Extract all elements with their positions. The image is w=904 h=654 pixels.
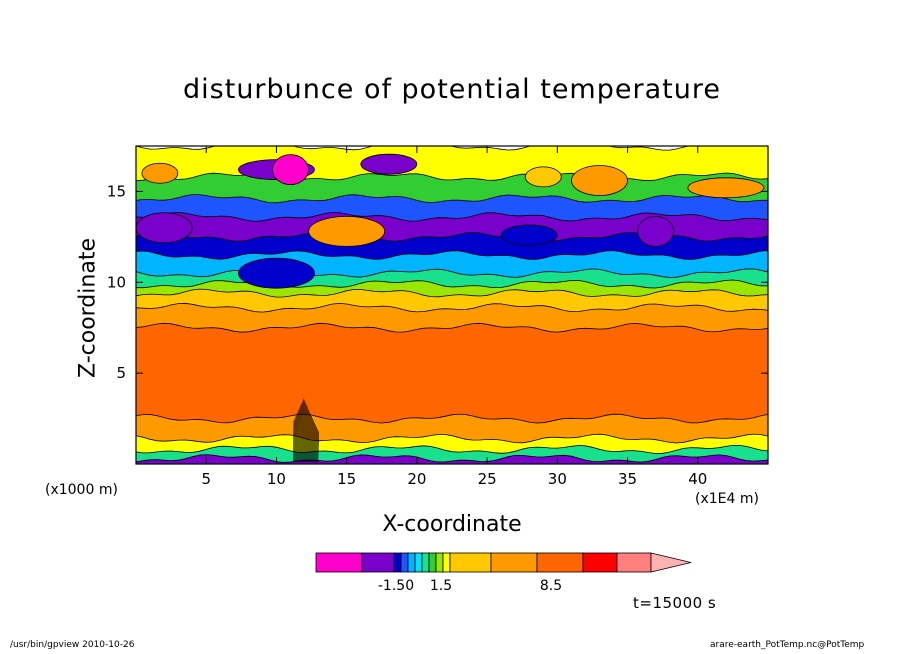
contour-blob [571,165,628,196]
contour-blob [136,212,193,244]
x-scale-label: (x1E4 m) [695,491,759,507]
turbulence-line [305,405,308,463]
colorbar-cell [407,552,416,573]
colorbar-label: -1.50 [378,578,414,594]
x-tick-label: 30 [548,470,567,488]
contour-blob [141,162,179,184]
turbulence-line [294,416,297,463]
colorbar-cell [616,552,652,573]
colorbar-cell [582,552,618,573]
turbulence-line [302,398,305,463]
turbulence-line [314,424,316,463]
colorbar-label: 8.5 [540,578,562,594]
contour-band [136,445,768,464]
colorbar-cell [400,552,409,573]
x-tick-label: 25 [478,470,497,488]
turbulence-line [311,418,313,463]
x-unit-label: (x1000 m) [45,482,118,498]
turbulence-line [292,420,295,463]
contour-blob [272,154,309,186]
turbulence-line [310,416,312,463]
chart-title: disturbunce of potential temperature [183,74,721,105]
colorbar-cell [442,552,451,573]
contour-blob [500,224,558,246]
y-tick-label: 5 [116,364,126,382]
colorbar-cell [414,552,423,573]
x-tick-label: 40 [688,470,707,488]
colorbar-cell [361,552,395,573]
y-axis-label: Z-coordinate [75,238,101,378]
turbulence-line [301,400,304,463]
x-tick-label: 20 [407,470,426,488]
colorbar-label: 1.5 [430,578,452,594]
colorbar-cell [393,552,402,573]
contour-blob [637,216,675,247]
x-tick-label: 15 [337,470,356,488]
contour-blob [238,257,315,289]
plot-frame [135,145,769,465]
turbulence-line [306,407,309,463]
turbulence-line [317,431,319,463]
contour-blob [360,153,418,175]
contour-blob [524,166,562,188]
turbulence-line [293,418,296,463]
turbulence-line [299,405,302,463]
colorbar-cell [428,552,437,573]
colorbar: -1.50 1.5 8.5 [315,552,692,594]
x-tick-label: 10 [267,470,286,488]
x-tick-label: 35 [618,470,637,488]
colorbar-cell [536,552,584,573]
footer-right: arare-earth_PotTemp.nc@PotTemp [710,640,865,650]
turbulence-line [304,402,307,463]
colorbar-cell [315,552,363,573]
colorbar-cell [421,552,430,573]
contour-blob [687,177,765,199]
time-label: t=15000 s [633,594,717,612]
turbulence-line [309,413,312,463]
turbulence-line [307,409,310,463]
turbulence-line [315,426,317,463]
colorbar-arrow [650,552,692,573]
axes: 5 10 15 20 25 30 35 40 5 10 15 [107,146,768,488]
contour-blob [308,216,386,247]
turbulence-line [296,411,299,463]
turbulence-line [303,400,306,463]
plot-area [136,146,768,464]
turbulence-line [300,402,303,463]
colorbar-cell [435,552,444,573]
x-tick-label: 5 [201,470,211,488]
turbulence-line [298,407,301,463]
turbulence-line [316,429,318,463]
y-tick-label: 15 [107,182,126,200]
turbulence-line [297,409,300,463]
colorbar-cell [490,552,538,573]
x-axis-label: X-coordinate [382,512,522,537]
turbulence-line [308,411,311,463]
turbulence-line [295,413,298,463]
turbulence-line [313,422,315,463]
footer-left: /usr/bin/gpview 2010-10-26 [10,640,135,650]
turbulence-line [312,420,314,463]
y-tick-label: 10 [107,273,126,291]
colorbar-cell [449,552,492,573]
